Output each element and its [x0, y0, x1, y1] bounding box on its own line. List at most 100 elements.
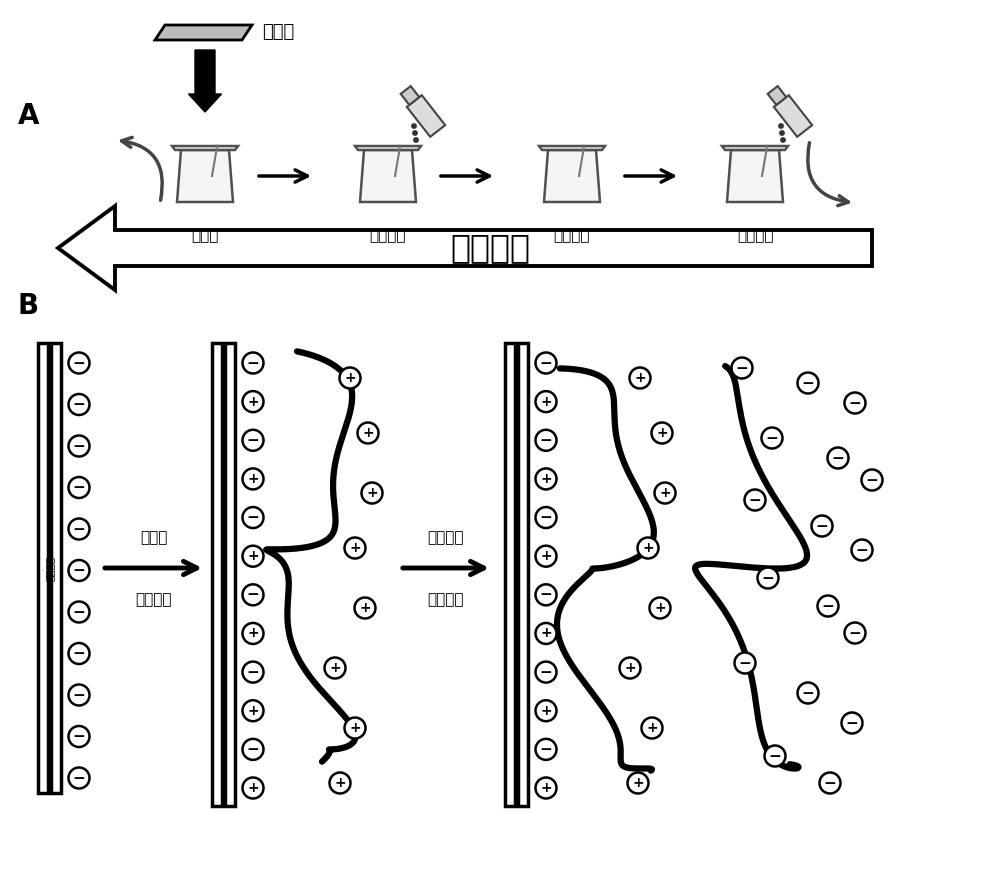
Circle shape [242, 701, 264, 721]
Polygon shape [178, 181, 232, 202]
Text: +: + [247, 781, 259, 795]
Circle shape [842, 712, 862, 733]
Text: +: + [247, 394, 259, 408]
Text: +: + [634, 371, 646, 385]
Circle shape [820, 773, 841, 794]
Circle shape [68, 560, 90, 581]
Text: 去离子水: 去离子水 [370, 228, 406, 243]
Text: +: + [632, 776, 644, 790]
Text: +: + [656, 426, 668, 440]
Text: −: − [846, 716, 858, 731]
Circle shape [68, 394, 90, 415]
Polygon shape [155, 25, 252, 40]
Circle shape [781, 138, 785, 142]
Polygon shape [407, 95, 445, 137]
Text: A: A [18, 102, 40, 130]
Text: +: + [362, 426, 374, 440]
Text: −: − [802, 686, 814, 701]
Circle shape [779, 123, 783, 128]
Circle shape [652, 423, 672, 443]
Text: +: + [247, 626, 259, 640]
Text: −: − [73, 397, 85, 412]
Circle shape [536, 778, 556, 798]
Text: −: − [766, 431, 778, 446]
Text: 海藻酸钓: 海藻酸钓 [428, 530, 464, 545]
Circle shape [412, 123, 416, 128]
Circle shape [68, 601, 90, 622]
Polygon shape [728, 181, 782, 202]
Circle shape [362, 482, 382, 503]
Text: +: + [247, 549, 259, 563]
Text: 柚苷醂: 柚苷醂 [191, 228, 219, 243]
Text: −: − [73, 563, 85, 578]
Text: 重复操作: 重复操作 [450, 232, 530, 265]
Circle shape [242, 662, 264, 683]
Circle shape [242, 468, 264, 489]
Text: −: − [73, 771, 85, 786]
Text: −: − [73, 521, 85, 536]
Text: −: − [736, 361, 748, 376]
Circle shape [242, 546, 264, 567]
Text: −: − [73, 605, 85, 620]
Circle shape [630, 368, 650, 389]
Text: −: − [73, 646, 85, 661]
Circle shape [536, 430, 556, 451]
Text: −: − [824, 775, 836, 790]
Circle shape [536, 623, 556, 644]
Text: −: − [247, 355, 259, 370]
Text: +: + [359, 601, 371, 615]
Text: −: − [749, 493, 761, 508]
Circle shape [242, 430, 264, 451]
Text: −: − [540, 741, 552, 757]
Text: −: − [866, 472, 878, 488]
Circle shape [68, 685, 90, 705]
Text: 去离子水: 去离子水 [428, 592, 464, 607]
Text: −: − [816, 519, 828, 534]
Text: +: + [540, 472, 552, 486]
Circle shape [536, 584, 556, 606]
Circle shape [414, 138, 418, 142]
Text: 去离子水: 去离子水 [136, 592, 172, 607]
Circle shape [330, 773, 351, 794]
Text: −: − [73, 480, 85, 495]
Circle shape [536, 507, 556, 528]
Circle shape [780, 131, 784, 135]
Circle shape [344, 718, 366, 739]
Circle shape [344, 537, 366, 559]
Circle shape [536, 546, 556, 567]
Bar [51, 343, 61, 793]
Text: −: − [762, 570, 774, 585]
Text: +: + [540, 781, 552, 795]
Text: −: − [540, 432, 552, 448]
Circle shape [744, 489, 766, 511]
Circle shape [798, 372, 818, 393]
Circle shape [68, 519, 90, 540]
Polygon shape [361, 181, 415, 202]
Circle shape [734, 653, 756, 673]
Text: −: − [247, 587, 259, 602]
Text: −: − [832, 450, 844, 465]
Circle shape [845, 392, 866, 414]
Text: +: + [349, 541, 361, 555]
Circle shape [536, 739, 556, 760]
Circle shape [732, 358, 753, 378]
Text: 聚氨酯膜: 聚氨酯膜 [44, 556, 54, 581]
Bar [225, 343, 235, 806]
Circle shape [536, 701, 556, 721]
Text: B: B [18, 292, 39, 320]
Circle shape [762, 427, 782, 448]
Circle shape [242, 778, 264, 798]
Text: −: − [540, 664, 552, 679]
Text: +: + [646, 721, 658, 735]
Text: +: + [642, 541, 654, 555]
Circle shape [654, 482, 676, 503]
Circle shape [620, 657, 640, 678]
Text: −: − [73, 355, 85, 370]
Circle shape [242, 353, 264, 374]
FancyArrow shape [188, 50, 222, 112]
Text: +: + [329, 661, 341, 675]
Circle shape [413, 131, 417, 135]
Text: +: + [366, 486, 378, 500]
Circle shape [68, 726, 90, 747]
Circle shape [340, 368, 360, 389]
